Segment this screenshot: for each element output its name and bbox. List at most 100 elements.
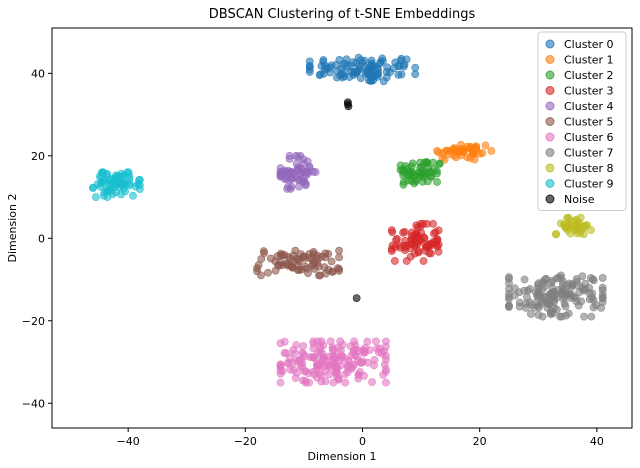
data-point-noise xyxy=(352,294,361,303)
data-point-cluster-4 xyxy=(294,165,303,174)
data-point-cluster-2 xyxy=(429,158,438,167)
data-point-cluster-3 xyxy=(419,233,428,242)
data-point-cluster-0 xyxy=(331,61,340,69)
data-point-cluster-0 xyxy=(336,71,345,80)
legend-label: Cluster 1 xyxy=(564,54,614,67)
x-axis-label: Dimension 1 xyxy=(308,450,377,463)
y-tick-label: −40 xyxy=(22,397,45,410)
data-point-cluster-9 xyxy=(116,173,124,182)
data-point-cluster-6 xyxy=(329,346,338,355)
data-point-cluster-6 xyxy=(359,357,368,366)
data-point-cluster-5 xyxy=(315,271,323,280)
y-tick-label: 20 xyxy=(31,150,45,163)
data-point-cluster-4 xyxy=(285,151,294,160)
legend-marker xyxy=(545,148,555,157)
data-point-cluster-4 xyxy=(286,175,295,184)
legend: Cluster 0 Cluster 1 Cluster 2 Cluster 3 Clus… xyxy=(537,31,627,211)
data-point-cluster-6 xyxy=(321,377,330,386)
data-point-cluster-6 xyxy=(276,339,285,348)
data-point-cluster-2 xyxy=(418,166,427,175)
data-point-cluster-7 xyxy=(538,312,547,321)
data-point-cluster-7 xyxy=(598,274,607,282)
legend-marker xyxy=(545,132,555,142)
legend-marker xyxy=(545,163,555,173)
x-tick-label: 40 xyxy=(590,435,604,448)
data-point-cluster-0 xyxy=(394,70,403,79)
data-point-cluster-3 xyxy=(414,248,423,257)
data-point-cluster-5 xyxy=(321,269,330,278)
data-point-cluster-3 xyxy=(412,221,421,230)
data-point-cluster-2 xyxy=(435,159,444,168)
data-point-cluster-9 xyxy=(112,188,120,197)
data-point-cluster-3 xyxy=(406,252,415,261)
data-point-cluster-6 xyxy=(382,378,390,387)
data-point-cluster-1 xyxy=(443,146,452,155)
data-point-cluster-6 xyxy=(382,342,390,351)
data-point-cluster-3 xyxy=(434,240,443,249)
data-point-cluster-2 xyxy=(408,159,417,168)
data-point-cluster-7 xyxy=(564,309,573,318)
data-point-cluster-4 xyxy=(276,172,285,181)
data-point-cluster-6 xyxy=(382,365,390,374)
data-point-cluster-1 xyxy=(470,155,479,164)
legend-label: Cluster 8 xyxy=(564,162,614,175)
data-point-cluster-4 xyxy=(309,167,318,176)
y-tick-label: 40 xyxy=(31,67,45,80)
data-point-cluster-6 xyxy=(276,378,285,387)
data-point-cluster-7 xyxy=(541,275,549,284)
data-point-cluster-3 xyxy=(431,228,440,237)
data-point-cluster-6 xyxy=(319,341,328,350)
data-point-cluster-3 xyxy=(395,241,404,250)
data-point-cluster-7 xyxy=(565,290,574,299)
data-point-cluster-7 xyxy=(558,287,567,296)
legend-marker xyxy=(545,39,555,49)
data-point-cluster-3 xyxy=(393,234,401,243)
data-point-cluster-6 xyxy=(299,342,308,350)
data-point-cluster-7 xyxy=(589,303,598,312)
data-point-cluster-5 xyxy=(254,261,263,269)
data-point-cluster-0 xyxy=(373,72,382,81)
data-point-noise xyxy=(344,102,353,111)
data-point-cluster-6 xyxy=(361,347,369,356)
data-point-cluster-5 xyxy=(277,249,285,258)
data-point-cluster-7 xyxy=(523,293,531,302)
data-point-cluster-7 xyxy=(546,299,555,308)
data-point-cluster-0 xyxy=(379,77,388,86)
data-point-cluster-6 xyxy=(318,349,327,358)
data-point-cluster-9 xyxy=(121,187,130,196)
data-point-cluster-1 xyxy=(433,146,441,155)
data-point-cluster-0 xyxy=(360,56,369,65)
data-point-cluster-9 xyxy=(135,176,143,184)
data-point-cluster-2 xyxy=(429,165,438,174)
legend-marker xyxy=(545,55,555,64)
data-point-cluster-5 xyxy=(264,268,272,277)
legend-label: Cluster 3 xyxy=(564,85,614,98)
data-point-cluster-3 xyxy=(419,219,428,228)
data-point-cluster-7 xyxy=(505,279,513,287)
data-point-cluster-0 xyxy=(356,74,365,83)
x-tick-label: 20 xyxy=(473,435,487,448)
data-point-cluster-2 xyxy=(400,166,409,175)
data-point-cluster-8 xyxy=(581,221,590,230)
axis-ticks: −40 −20 0 20 40 −40 −20 0 20 40 xyxy=(22,67,604,448)
data-point-cluster-7 xyxy=(522,299,531,308)
data-point-cluster-7 xyxy=(515,302,524,311)
data-point-cluster-3 xyxy=(434,247,443,256)
data-point-cluster-0 xyxy=(399,62,408,71)
data-point-cluster-3 xyxy=(429,219,437,228)
data-point-cluster-7 xyxy=(505,301,513,310)
data-point-cluster-7 xyxy=(586,274,595,282)
data-point-cluster-7 xyxy=(598,283,607,292)
legend-label: Cluster 9 xyxy=(564,178,614,191)
data-point-cluster-6 xyxy=(284,359,293,368)
data-point-cluster-6 xyxy=(321,366,330,375)
data-point-cluster-7 xyxy=(547,307,556,315)
y-tick-label: −20 xyxy=(22,315,45,328)
data-point-cluster-0 xyxy=(319,56,328,64)
legend-marker xyxy=(545,179,555,188)
data-point-cluster-0 xyxy=(378,54,387,63)
data-point-cluster-0 xyxy=(319,69,328,78)
data-point-cluster-4 xyxy=(286,168,295,177)
data-point-cluster-6 xyxy=(337,351,346,360)
